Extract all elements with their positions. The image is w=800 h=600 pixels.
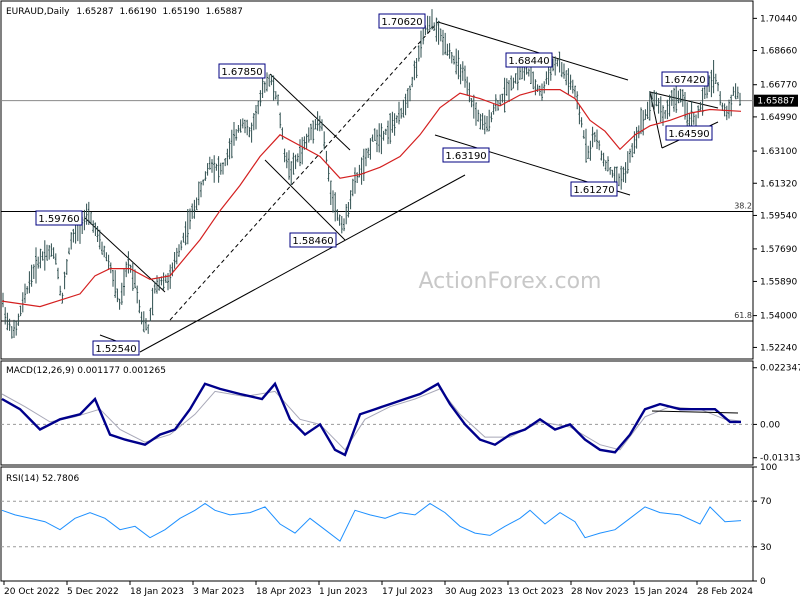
macd-line xyxy=(1,381,741,457)
rsi-reference-levels xyxy=(1,500,753,548)
price-label-10: 1.52540 xyxy=(92,340,140,356)
macd-tick-label: 0.022347 xyxy=(760,364,800,374)
rsi-tick-label: 30 xyxy=(760,543,772,553)
time-tick-label: 5 Dec 2022 xyxy=(67,587,119,597)
price-label-text: 1.67420 xyxy=(664,75,705,86)
time-tick-label: 28 Feb 2024 xyxy=(697,587,753,597)
price-label-text: 1.61270 xyxy=(573,185,614,196)
time-tick-label: 18 Jan 2023 xyxy=(130,587,184,597)
moving-average-line xyxy=(1,89,742,308)
macd-panel: MACD(12,26,9) 0.001177 0.001265 0.022347… xyxy=(0,360,800,466)
macd-axis: 0.022347 0.00 -0.013137 xyxy=(753,364,800,464)
price-tick-label: 1.68660 xyxy=(760,47,797,57)
trendline-channel-upper xyxy=(269,73,351,151)
price-label-5: 1.64590 xyxy=(665,125,713,141)
price-tick-label: 1.64990 xyxy=(760,113,797,123)
time-axis: 20 Oct 2022 5 Dec 2022 18 Jan 2023 3 Mar 20… xyxy=(3,581,753,597)
time-tick-label: 28 Nov 2023 xyxy=(571,587,629,597)
price-tick-label: 1.52240 xyxy=(760,343,797,353)
price-label-6: 1.63190 xyxy=(442,147,490,163)
price-panel-frame xyxy=(0,0,754,360)
price-label-text: 1.68440 xyxy=(508,56,549,67)
rsi-tick-label: 100 xyxy=(760,463,777,473)
price-tick-label: 1.66770 xyxy=(760,81,797,91)
fib-levels: 38.2 61.8 xyxy=(1,201,753,322)
chart-header-symbol: EURAUD,Daily 1.65287 1.66190 1.65190 1.6… xyxy=(6,7,243,17)
current-price-tag: 1.65887 xyxy=(754,94,798,107)
price-label-text: 1.52540 xyxy=(95,344,136,355)
trendline-dashed-channel xyxy=(169,21,439,321)
macd-label: MACD(12,26,9) 0.001177 0.001265 xyxy=(6,366,166,376)
macd-tick-label: 0.00 xyxy=(760,420,780,430)
price-tick-label: 1.59540 xyxy=(760,211,797,221)
macd-signal-line xyxy=(1,388,742,451)
rsi-panel-frame xyxy=(0,466,754,582)
price-label-text: 1.58460 xyxy=(292,236,333,247)
price-panel: 38.2 61.8 ActionForex.com EURAUD,Daily 1.… xyxy=(0,0,798,360)
trendline-descending-upper xyxy=(437,21,629,81)
watermark: ActionForex.com xyxy=(419,269,602,294)
price-label-text: 1.63190 xyxy=(445,151,486,162)
current-price-value: 1.65887 xyxy=(757,97,794,107)
time-tick-label: 3 Mar 2023 xyxy=(193,587,244,597)
time-tick-label: 1 Jun 2023 xyxy=(319,587,367,597)
price-axis: 1.70440 1.68660 1.66770 1.64990 1.63100 1.613… xyxy=(753,14,797,353)
time-tick-label: 17 Jul 2023 xyxy=(382,587,433,597)
rsi-line xyxy=(1,502,742,542)
price-label-7: 1.61270 xyxy=(570,181,618,197)
trendline-triangle-upper xyxy=(649,91,719,109)
time-tick-label: 13 Oct 2023 xyxy=(508,587,564,597)
time-tick-label: 30 Aug 2023 xyxy=(445,587,503,597)
price-label-1: 1.70620 xyxy=(378,13,426,29)
price-bars xyxy=(2,9,741,339)
price-label-4: 1.67420 xyxy=(661,71,709,87)
price-tick-label: 1.54000 xyxy=(760,312,797,322)
macd-tick-label: -0.013137 xyxy=(760,454,800,464)
price-label-text: 1.67850 xyxy=(221,67,262,78)
rsi-axis: 100 70 30 0 xyxy=(753,463,777,587)
time-tick-label: 18 Apr 2023 xyxy=(256,587,312,597)
price-tick-label: 1.55890 xyxy=(760,277,797,287)
price-label-8: 1.59760 xyxy=(35,210,83,226)
price-tick-label: 1.63100 xyxy=(760,147,797,157)
price-tick-label: 1.57690 xyxy=(760,245,797,255)
price-tick-label: 1.61320 xyxy=(760,179,797,189)
fib-level-label: 61.8 xyxy=(734,311,752,320)
rsi-panel: RSI(14) 52.7806 100 70 30 0 xyxy=(0,463,777,587)
rsi-tick-label: 70 xyxy=(760,497,772,507)
price-label-3: 1.67850 xyxy=(218,63,266,79)
rsi-tick-label: 0 xyxy=(760,577,766,587)
rsi-label: RSI(14) 52.7806 xyxy=(6,474,79,484)
price-label-2: 1.68440 xyxy=(505,52,553,68)
price-label-text: 1.70620 xyxy=(381,17,422,28)
time-tick-label: 20 Oct 2022 xyxy=(4,587,60,597)
fib-level-label: 38.2 xyxy=(734,201,752,210)
price-tick-label: 1.70440 xyxy=(760,14,797,24)
price-label-9: 1.58460 xyxy=(289,232,337,248)
trendline-channel-lower xyxy=(264,159,346,241)
time-tick-label: 15 Jan 2024 xyxy=(634,587,688,597)
price-label-text: 1.59760 xyxy=(38,214,79,225)
macd-trendline xyxy=(651,410,739,414)
price-label-text: 1.64590 xyxy=(668,129,709,140)
trendline-major-support xyxy=(139,174,466,353)
